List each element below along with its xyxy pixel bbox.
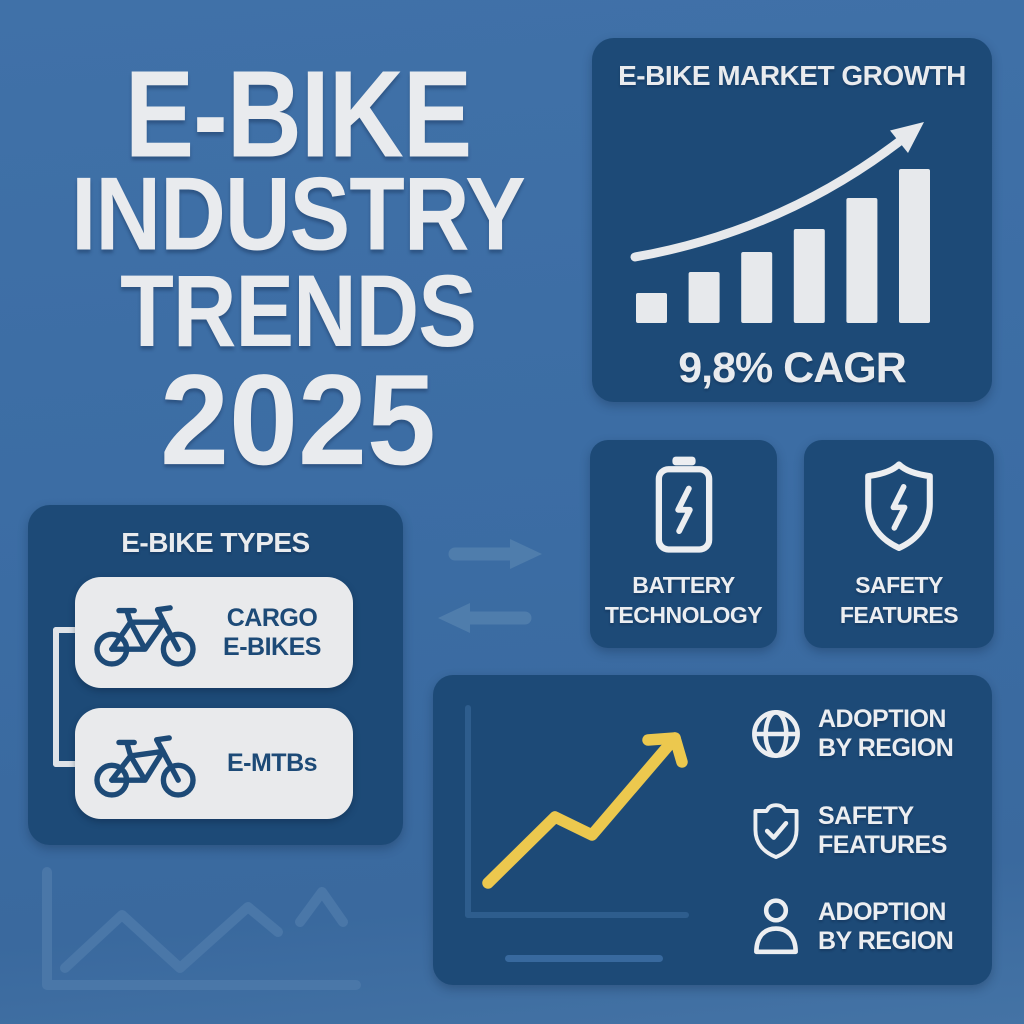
battery-technology-card: BATTERY TECHNOLOGY [590,440,777,648]
shield-check-icon [749,801,803,861]
adoption-panel: ADOPTION BY REGION SAFETY FEATURES [433,675,992,985]
adoption-by-region-item: ADOPTION BY REGION [749,705,984,763]
adoption-label-line1: ADOPTION [818,705,946,733]
arrow-left-icon [438,603,532,633]
shield-bolt-icon [804,456,994,555]
title-line-4: 2025 [160,348,436,493]
battery-label-line1: BATTERY [632,572,735,598]
safety-label-line2: FEATURES [839,602,959,628]
growth-bar [899,169,930,323]
cagr-stat: 9,8% CAGR [678,344,907,392]
growth-bar [636,293,667,323]
growth-bar [846,198,878,323]
growth-bar [688,272,720,323]
cargo-ebikes-item: CARGO E-BIKES [75,577,353,688]
battery-bolt-icon [590,456,777,554]
ebike-types-card: E-BIKE TYPES CARGO E-BIKES [28,505,403,845]
trend-line-chart [482,732,688,889]
trend-chart-underline [505,955,663,962]
trend-chart-y-axis [465,705,471,918]
emtb-item: E-MTBs [75,708,353,819]
connector-bracket [53,627,79,767]
cargo-ebikes-label: CARGO E-BIKES [201,604,353,662]
safety-label-line1: SAFETY [818,802,914,830]
trend-chart-x-axis [465,912,689,918]
trend-arrowhead-icon [642,732,688,768]
title-line-3: TRENDS [120,253,477,368]
arrow-right-icon [448,539,542,569]
globe-icon [749,708,803,760]
adoption-region-label: ADOPTION BY REGION [818,705,954,763]
decorative-axes [42,867,361,990]
adoption-label-line2: BY REGION [818,734,954,762]
decorative-zigzag-2 [295,887,348,927]
growth-bar [741,252,773,323]
person-icon [749,897,803,957]
battery-card-label: BATTERY TECHNOLOGY [590,570,777,630]
market-growth-card: E-BIKE MARKET GROWTH 9,8% CAGR [592,38,992,402]
cargo-label-line1: CARGO [226,603,318,632]
title-line-1: E-BIKE [124,45,472,184]
bicycle-icon [89,598,201,668]
decorative-line-chart [42,867,361,990]
safety-features-card: SAFETY FEATURES [804,440,994,648]
growth-bar-chart [630,122,930,323]
trend-line [482,732,681,889]
growth-curve [630,129,914,262]
safety-features-label: SAFETY FEATURES [818,802,947,860]
adoption-label-line2: BY REGION [818,927,954,955]
growth-bar [793,229,825,323]
growth-bars [636,169,930,323]
adoption-region-label: ADOPTION BY REGION [818,898,954,956]
market-growth-title: E-BIKE MARKET GROWTH [618,60,966,91]
decorative-zigzag-1 [60,902,283,973]
adoption-by-region-item: ADOPTION BY REGION [749,897,984,957]
emtb-label: E-MTBs [201,749,353,778]
safety-label-line1: SAFETY [855,572,943,598]
adoption-label-line1: ADOPTION [818,898,946,926]
emtb-label-line1: E-MTBs [226,749,318,777]
battery-label-line2: TECHNOLOGY [604,602,763,628]
safety-label-line2: FEATURES [818,831,947,859]
safety-card-label: SAFETY FEATURES [804,570,994,630]
safety-features-item: SAFETY FEATURES [749,801,984,861]
growth-arrowhead-icon [890,122,924,153]
title-line-2: INDUSTRY [71,157,526,273]
cargo-label-line2: E-BIKES [223,632,321,661]
bicycle-icon [89,729,201,799]
ebike-types-title: E-BIKE TYPES [121,527,310,558]
